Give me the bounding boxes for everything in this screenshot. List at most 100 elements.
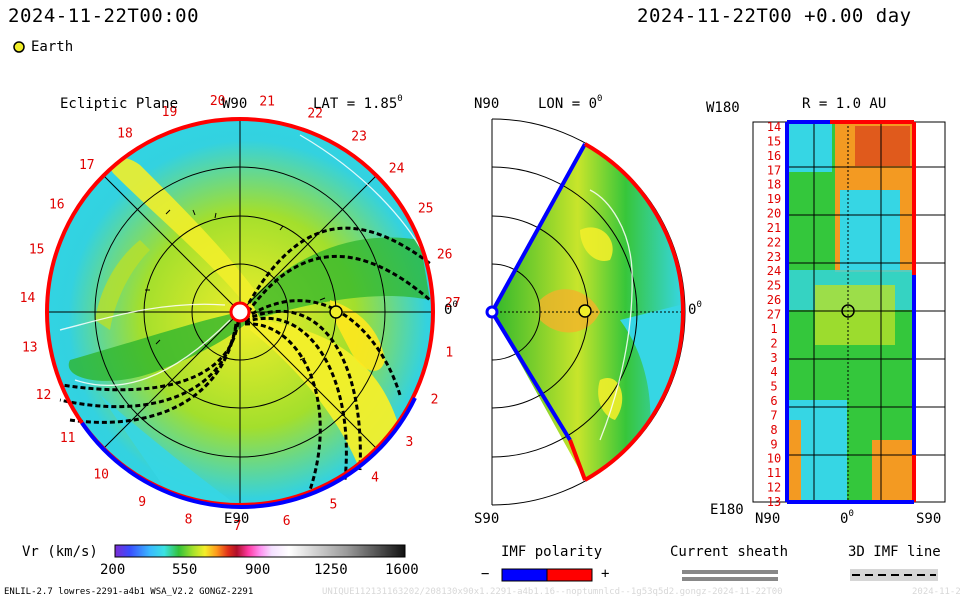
rotation-label: 15 xyxy=(29,243,45,258)
footer-run-id: UNIQUE112131163202/208130x90x1.2291-a4b1… xyxy=(322,587,783,597)
synoptic-row-label: 13 xyxy=(767,495,781,509)
rotation-label: 3 xyxy=(405,435,413,450)
meridional-edge-south-negative xyxy=(490,310,572,442)
rotation-label: 4 xyxy=(371,471,379,486)
meridional-outer-polarity xyxy=(584,142,685,482)
rotation-label: 18 xyxy=(117,127,133,142)
synoptic-bottom-right: S90 xyxy=(916,511,942,527)
rotation-label: 16 xyxy=(49,197,65,212)
rotation-label: 26 xyxy=(437,247,453,262)
ecliptic-speed-field xyxy=(68,119,430,505)
rotation-label: 21 xyxy=(259,95,275,110)
ecliptic-imf-lines xyxy=(59,226,433,491)
rotation-label: 23 xyxy=(351,129,367,144)
ecliptic-panel: 20 21222324252627123456789101112131415161… xyxy=(20,94,461,534)
imf-line-swatch xyxy=(850,569,938,581)
sun-marker xyxy=(229,301,251,323)
ecliptic-polarity-ring-positive xyxy=(45,117,435,507)
rotation-label: 20 xyxy=(210,94,226,109)
synoptic-row-label: 16 xyxy=(767,149,781,163)
meridional-bottom-label: S90 xyxy=(474,511,500,527)
meridional-sector-boundaries xyxy=(589,189,633,441)
synoptic-row-labels: 1415161718192021222324252627123456789101… xyxy=(767,120,781,509)
ecliptic-title: Ecliptic Plane xyxy=(60,96,179,112)
imf-negative-swatch xyxy=(501,568,548,582)
synoptic-row-label: 2 xyxy=(770,336,777,350)
synoptic-row-label: 27 xyxy=(767,308,781,322)
rotation-label: 2 xyxy=(431,393,439,408)
rotation-label: 25 xyxy=(418,202,434,217)
colorbar-tick: 1600 xyxy=(385,562,419,578)
colorbar-tick: 900 xyxy=(245,562,271,578)
synoptic-left-bottom-label: E180 xyxy=(710,502,744,518)
imf-polarity-minus: − xyxy=(481,566,490,582)
ecliptic-polarity-ring-negative xyxy=(80,397,417,509)
synoptic-row-label: 23 xyxy=(767,250,781,264)
synoptic-row-label: 5 xyxy=(770,380,777,394)
ecliptic-top-label: W90 xyxy=(222,96,248,112)
synoptic-row-label: 17 xyxy=(767,163,781,177)
imf-line-title: 3D IMF line xyxy=(848,544,941,560)
synoptic-left-top-label: W180 xyxy=(706,100,740,116)
synoptic-row-label: 26 xyxy=(767,293,781,307)
current-sheath-swatch xyxy=(682,570,778,581)
colorbar xyxy=(114,544,406,558)
rotation-label: 1 xyxy=(445,345,453,360)
synoptic-row-label: 22 xyxy=(767,235,781,249)
rotation-label: 11 xyxy=(60,431,76,446)
rotation-label: 9 xyxy=(138,495,146,510)
synoptic-row-label: 7 xyxy=(770,409,777,423)
footer-run-date: 2024-11-22 xyxy=(912,587,960,597)
rotation-label: 22 xyxy=(307,107,323,122)
synoptic-row-label: 18 xyxy=(767,178,781,192)
rotation-label: 13 xyxy=(22,341,38,356)
rotation-label: 6 xyxy=(283,514,291,529)
earth-marker-ecliptic xyxy=(329,305,343,319)
synoptic-bottom-mid: 00 xyxy=(840,509,854,527)
synoptic-panel: 1415161718192021222324252627123456789101… xyxy=(752,120,946,509)
rotation-label: 8 xyxy=(185,513,193,528)
rotation-label: 12 xyxy=(36,388,52,403)
current-sheath-title: Current sheath xyxy=(670,544,789,560)
rotation-label: 17 xyxy=(79,158,95,173)
meridional-top-label: N90 xyxy=(474,96,500,112)
rotation-label: 24 xyxy=(389,162,405,177)
ecliptic-rotation-labels: 20 21222324252627123456789101112131415161… xyxy=(20,94,461,534)
earth-marker-meridional xyxy=(578,304,592,318)
rotation-label: 10 xyxy=(93,468,109,483)
ecliptic-bottom-label: E90 xyxy=(224,511,250,527)
earth-legend-icon xyxy=(13,41,25,53)
synoptic-row-label: 20 xyxy=(767,207,781,221)
meridional-lon-label: LON = 00 xyxy=(538,94,603,112)
sun-marker-meridional xyxy=(485,305,499,319)
synoptic-row-label: 21 xyxy=(767,221,781,235)
synoptic-row-label: 9 xyxy=(770,437,777,451)
ecliptic-right-label: 00 xyxy=(444,300,458,318)
synoptic-row-label: 19 xyxy=(767,192,781,206)
rotation-label: 19 xyxy=(162,105,178,120)
synoptic-row-label: 8 xyxy=(770,423,777,437)
rotation-label: 5 xyxy=(329,497,337,512)
synoptic-bottom-left: N90 xyxy=(755,511,781,527)
ecliptic-tick-marks xyxy=(145,209,326,361)
synoptic-row-label: 14 xyxy=(767,120,781,134)
synoptic-row-label: 6 xyxy=(770,394,777,408)
meridional-right-label: 00 xyxy=(688,300,702,318)
colorbar-label: Vr (km/s) xyxy=(22,544,98,560)
colorbar-tick: 550 xyxy=(172,562,198,578)
synoptic-r-label: R = 1.0 AU xyxy=(802,96,887,112)
meridional-panel xyxy=(485,118,686,506)
meridional-edge-north xyxy=(490,143,587,313)
synoptic-grid xyxy=(787,122,945,502)
meridional-edge-south-positive xyxy=(568,439,587,481)
synoptic-row-label: 10 xyxy=(767,452,781,466)
synoptic-row-label: 3 xyxy=(770,351,777,365)
header-left-time: 2024-11-22T00:00 xyxy=(8,5,200,27)
earth-legend-label: Earth xyxy=(31,39,74,55)
earth-marker-synoptic xyxy=(841,304,855,318)
synoptic-row-label: 11 xyxy=(767,466,781,480)
ecliptic-lat-label: LAT = 1.850 xyxy=(313,94,403,112)
footer-model: ENLIL-2.7 lowres-2291-a4b1 WSA_V2.2 GONG… xyxy=(4,587,254,597)
synoptic-row-label: 4 xyxy=(770,365,777,379)
